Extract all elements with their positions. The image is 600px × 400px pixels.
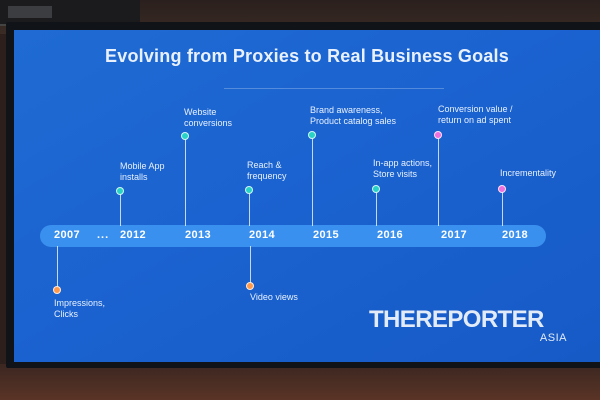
presentation-slide: Evolving from Proxies to Real Business G… [14,30,600,362]
event-label: Mobile App installs [120,161,165,182]
event-stem [438,136,439,226]
event-dot [246,282,254,290]
event-dot [434,131,442,139]
event-stem [185,137,186,226]
event-dot [181,132,189,140]
timeline-bar [40,225,546,247]
year-label: 2013 [185,229,212,241]
ellipsis-label: ... [97,229,110,241]
event-dot [116,187,124,195]
event-stem [312,136,313,226]
event-stem [250,246,251,285]
event-dot [245,186,253,194]
event-stem [249,191,250,226]
year-label: 2018 [502,229,529,241]
event-dot [53,286,61,294]
year-label: 2017 [441,229,468,241]
watermark-subtext: ASIA [539,332,567,344]
event-stem [57,246,58,289]
wall-sign-bar [8,6,52,18]
year-label: 2012 [120,229,147,241]
event-label: Reach & frequency [247,160,287,181]
event-label: Conversion value / return on ad spent [438,104,513,125]
event-dot [498,185,506,193]
year-label: 2007 [54,229,81,241]
event-dot [372,185,380,193]
room-background-bottom [0,364,600,400]
event-label: Incrementality [500,168,557,178]
year-label: 2016 [377,229,404,241]
year-label: 2015 [313,229,340,241]
slide-title: Evolving from Proxies to Real Business G… [105,46,509,66]
title-divider [224,88,444,89]
event-label: Brand awareness, Product catalog sales [310,105,397,126]
event-label: Video views [250,292,298,302]
event-dot [308,131,316,139]
event-label: In-app actions, Store visits [373,158,433,179]
event-label: Website conversions [184,107,233,128]
watermark-logo: THEREPORTER ASIA [369,306,589,344]
event-label: Impressions, Clicks [54,298,106,319]
event-stem [502,190,503,226]
event-stem [120,192,121,226]
year-label: 2014 [249,229,276,241]
watermark-text: THEREPORTER [369,306,544,333]
event-stem [376,190,377,226]
